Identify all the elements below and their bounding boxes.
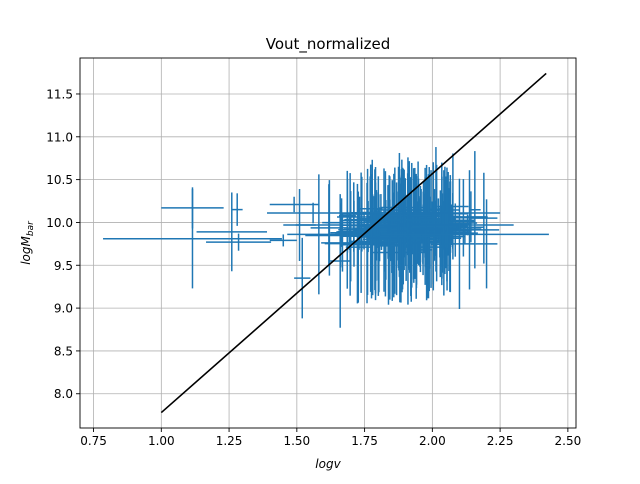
x-tick-label: 2.50 <box>555 434 582 448</box>
y-tick-label: 8.0 <box>54 387 73 401</box>
errorbar-layer <box>103 147 549 328</box>
x-tick-label: 2.00 <box>419 434 446 448</box>
errorbar-point <box>206 233 272 251</box>
x-tick-label: 1.25 <box>216 434 243 448</box>
y-tick-label: 9.5 <box>54 259 73 273</box>
errorbar-point <box>470 172 498 264</box>
errorbar-point <box>321 214 364 272</box>
y-axis-label-subscript: bar <box>26 220 36 236</box>
errorbar-point <box>283 189 316 261</box>
y-tick-label: 11.0 <box>46 130 73 144</box>
errorbar-point <box>475 199 498 289</box>
errorbar-point <box>437 213 458 249</box>
errorbar-point <box>231 193 243 226</box>
errorbar-point <box>427 170 460 296</box>
errorbar-point <box>370 169 439 271</box>
errorbar-point <box>391 157 425 305</box>
errorbar-point <box>412 162 471 286</box>
fit-line <box>160 72 547 414</box>
errorbar-point <box>386 161 432 270</box>
errorbar-point <box>409 211 482 247</box>
y-tick-label: 11.5 <box>46 87 73 101</box>
errorbar-point <box>196 192 268 272</box>
x-tick-label: 2.25 <box>487 434 514 448</box>
errorbar-point <box>380 225 549 244</box>
errorbar-point <box>421 214 514 236</box>
errorbar-point <box>294 237 311 319</box>
y-tick-label: 10.0 <box>46 216 73 230</box>
y-tick-label: 9.0 <box>54 302 73 316</box>
errorbar-point <box>267 202 360 224</box>
errorbar-point <box>443 178 476 309</box>
y-tick-label: 8.5 <box>54 344 73 358</box>
x-tick-label: 0.75 <box>80 434 107 448</box>
chart-title: Vout_normalized <box>266 35 391 54</box>
plot-area <box>103 72 549 414</box>
fit-line-layer <box>160 72 547 414</box>
y-tick-label: 10.5 <box>46 173 73 187</box>
axes-frame <box>79 57 577 429</box>
errorbar-point <box>381 186 396 305</box>
errorbar-point <box>269 234 297 247</box>
x-tick-label: 1.75 <box>351 434 378 448</box>
errorbar-point <box>103 189 282 289</box>
x-tick-label: 1.00 <box>148 434 175 448</box>
ticks-layer: 0.75 1.00 1.25 1.50 1.75 2.00 2.25 2.50 8.0 8.5 9.… <box>46 87 581 448</box>
y-axis-label: logMbar <box>19 220 36 265</box>
errorbar-point <box>353 202 399 281</box>
x-axis-label: logv <box>315 457 341 471</box>
x-tick-label: 1.50 <box>283 434 310 448</box>
y-axis-label-base: logM <box>19 236 33 265</box>
errorbar-point <box>269 196 319 213</box>
errorbar-point <box>366 176 414 300</box>
